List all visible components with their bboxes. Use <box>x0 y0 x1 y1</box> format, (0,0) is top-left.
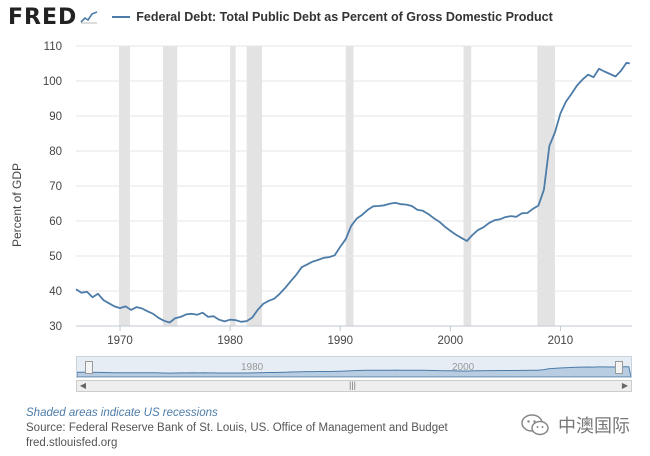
y-tick-label: 80 <box>49 146 62 158</box>
x-tick-label: 2010 <box>548 335 574 347</box>
source-text: Source: Federal Reserve Bank of St. Loui… <box>26 422 448 434</box>
watermark-text: 中澳国际 <box>558 416 630 436</box>
source-url[interactable]: fred.stlouisfed.org <box>26 437 118 449</box>
x-tick-label: 1990 <box>327 335 353 347</box>
series-line-federal-debt[interactable] <box>75 61 630 324</box>
y-tick-label: 110 <box>44 41 62 53</box>
navigator-label-2000: 2000 <box>452 362 475 373</box>
fred-logo[interactable]: FRED <box>8 4 78 30</box>
navigator-label-1980: 1980 <box>241 362 264 373</box>
watermark: 中澳国际 <box>520 412 630 438</box>
navigator-scrollbar[interactable]: ◀ ||| ▶ <box>76 380 632 392</box>
x-tick-label: 2000 <box>438 335 464 347</box>
series-legend: Federal Debt: Total Public Debt as Perce… <box>112 10 553 24</box>
navigator-minichart <box>77 366 631 377</box>
navigator-right-handle[interactable] <box>615 361 623 374</box>
x-tick-label: 1970 <box>107 335 133 347</box>
scroll-right-arrow-icon[interactable]: ▶ <box>621 381 629 390</box>
y-tick-label: 30 <box>49 321 62 333</box>
y-tick-label: 90 <box>49 111 62 123</box>
y-tick-label: 40 <box>49 286 62 298</box>
recession-note: Shaded areas indicate US recessions <box>26 407 218 419</box>
legend-label: Federal Debt: Total Public Debt as Perce… <box>136 10 553 24</box>
scrollbar-grip-icon[interactable]: ||| <box>349 380 357 390</box>
line-chart[interactable]: 30 40 50 60 70 80 90 100 110 1970 1980 1990 2000 201… <box>0 36 650 354</box>
y-tick-label: 70 <box>49 181 62 193</box>
fred-trend-icon <box>80 10 99 24</box>
navigator-area <box>77 366 631 377</box>
range-navigator[interactable]: 1980 2000 ◀ ||| ▶ <box>76 356 632 394</box>
chart-header: FRED Federal Debt: Total Public Debt as … <box>8 4 553 30</box>
chart-footer: Shaded areas indicate US recessions Sour… <box>26 406 448 451</box>
y-tick-label: 60 <box>49 216 62 228</box>
y-tick-labels: 30 40 50 60 70 80 90 100 110 <box>43 41 62 333</box>
x-tick-labels: 1970 1980 1990 2000 2010 <box>107 326 573 347</box>
navigator-frame[interactable]: 1980 2000 <box>76 356 632 378</box>
y-tick-label: 100 <box>43 76 62 88</box>
wechat-icon <box>521 414 549 436</box>
navigator-left-handle[interactable] <box>85 361 93 374</box>
legend-swatch <box>112 16 131 18</box>
y-tick-label: 50 <box>49 251 62 263</box>
x-tick-label: 1980 <box>217 335 243 347</box>
scroll-left-arrow-icon[interactable]: ◀ <box>79 381 87 390</box>
